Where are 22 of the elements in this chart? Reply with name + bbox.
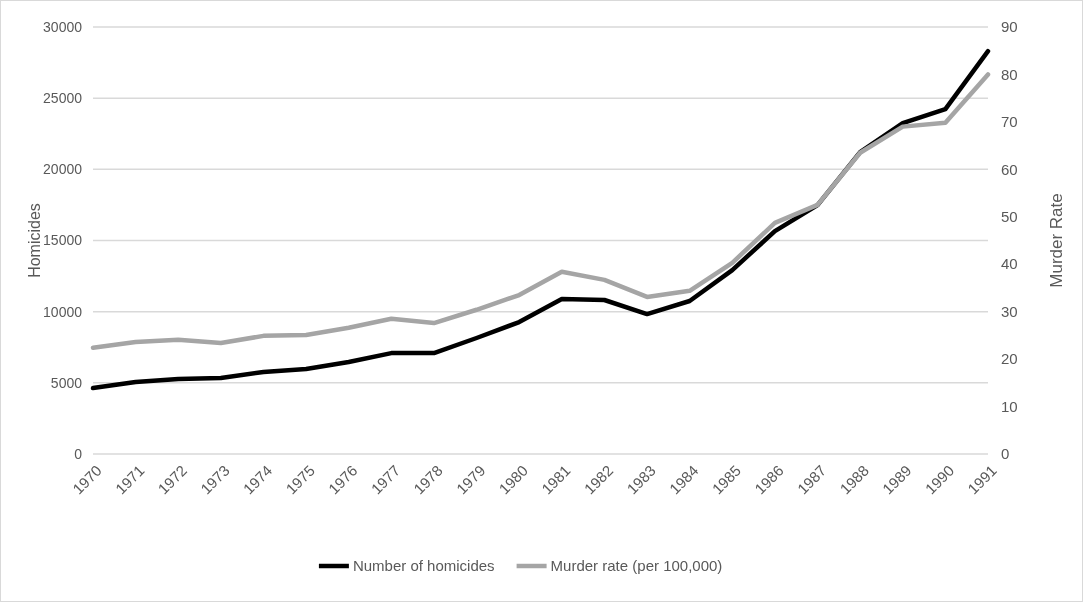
y-tick-label: 30000 bbox=[43, 18, 83, 35]
y2-tick-label: 30 bbox=[1001, 302, 1018, 320]
y2-tick-label: 10 bbox=[1001, 397, 1018, 415]
y2-tick-label: 60 bbox=[1001, 160, 1018, 178]
y2-tick-label: 0 bbox=[1001, 445, 1010, 463]
y2-tick-label: 50 bbox=[1001, 208, 1018, 226]
y-axis-title: Homicides bbox=[26, 203, 43, 278]
y2-tick-label: 40 bbox=[1001, 255, 1018, 273]
y-tick-label: 0 bbox=[74, 445, 83, 462]
y-tick-label: 10000 bbox=[43, 303, 83, 320]
y-tick-label: 25000 bbox=[43, 90, 83, 107]
y2-axis-title: Murder Rate bbox=[1047, 193, 1066, 288]
y2-tick-label: 70 bbox=[1001, 113, 1018, 131]
y2-tick-label: 20 bbox=[1001, 350, 1018, 368]
y-tick-label: 20000 bbox=[43, 161, 83, 178]
legend-label: Number of homicides bbox=[352, 557, 495, 575]
y2-tick-label: 80 bbox=[1001, 65, 1018, 83]
legend-label: Murder rate (per 100,000) bbox=[550, 557, 723, 575]
line-series bbox=[90, 72, 991, 350]
y-tick-label: 15000 bbox=[43, 232, 83, 249]
y-tick-label: 5000 bbox=[50, 374, 83, 391]
y2-tick-label: 90 bbox=[1001, 18, 1018, 36]
